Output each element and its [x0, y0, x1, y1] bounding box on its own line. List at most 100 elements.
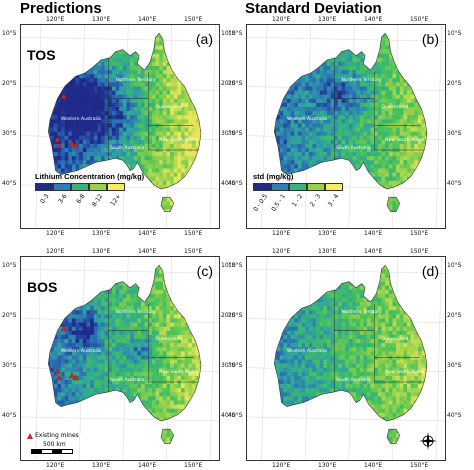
coastline — [47, 32, 202, 212]
graticule-line — [209, 25, 216, 228]
standard-deviation-title: Standard Deviation — [245, 0, 382, 17]
graticule-line — [21, 416, 219, 422]
longitude-tick: 150°E — [410, 16, 429, 23]
latitude-tick: 30°S — [2, 362, 17, 369]
longitude-tick: 120°E — [46, 16, 65, 23]
legend-swatch — [35, 183, 53, 191]
state-label-wa: Western Australia — [61, 349, 101, 355]
graticule-line — [209, 257, 216, 460]
legend-swatch — [89, 183, 107, 191]
latitude-tick: 30°S — [228, 362, 243, 369]
graticule-line — [21, 269, 219, 274]
mine-marker — [68, 372, 75, 379]
latitude-tick: 30°S — [221, 362, 236, 369]
compass-icon — [419, 432, 437, 450]
longitude-tick: 120°E — [46, 462, 65, 469]
state-label-sa: South Australia — [336, 145, 371, 151]
latitude-tick: 30°S — [447, 130, 462, 137]
mine-legend-label: Existing mines — [35, 432, 79, 439]
scale-bar-label: 500 km — [43, 441, 66, 448]
latitude-tick: 10°S — [447, 30, 462, 37]
latitude-tick: 10°S — [228, 262, 243, 269]
longitude-tick: 140°E — [138, 16, 157, 23]
graticule-line — [247, 416, 445, 422]
legend-swatch — [253, 183, 271, 191]
state-label-wa: Western Australia — [61, 117, 101, 123]
map-panel-a: Northern Territory Western Australia South… — [20, 24, 220, 229]
map-panel-c: Northern Territory Western Australia South… — [20, 256, 220, 461]
longitude-tick: 150°E — [184, 16, 203, 23]
graticule-line — [21, 37, 219, 42]
legend-swatch — [325, 183, 343, 191]
state-label-sa: South Australia — [336, 377, 371, 383]
latitude-tick: 10°S — [2, 30, 17, 37]
longitude-tick: 140°E — [364, 16, 383, 23]
latitude-tick: 20°S — [2, 80, 17, 87]
mine-marker — [54, 368, 61, 375]
state-label-nt: Northern Territory — [341, 78, 382, 84]
longitude-tick: 150°E — [410, 248, 429, 255]
longitude-tick: 140°E — [364, 248, 383, 255]
state-label-nsw: New South Wales — [385, 137, 425, 143]
longitude-tick: 130°E — [92, 248, 111, 255]
state-label-qld: Queensland — [381, 336, 409, 342]
graticule-line — [261, 257, 268, 460]
legend-swatch — [53, 183, 71, 191]
longitude-tick: 150°E — [184, 230, 203, 237]
latitude-tick: 40°S — [2, 412, 17, 419]
longitude-tick: 140°E — [364, 462, 383, 469]
panel-letter-c: (c) — [196, 263, 213, 279]
mine-marker — [54, 136, 61, 143]
latitude-tick: 30°S — [2, 130, 17, 137]
australia-map-c — [21, 257, 219, 460]
state-label-sa: South Australia — [110, 377, 145, 383]
legend-swatch — [107, 183, 125, 191]
legend-swatch — [307, 183, 325, 191]
longitude-tick: 130°E — [92, 230, 111, 237]
latitude-tick: 30°S — [447, 362, 462, 369]
mine-marker — [72, 374, 79, 381]
graticule-line — [35, 257, 42, 460]
state-label-qld: Queensland — [155, 336, 183, 342]
mine-marker — [68, 140, 75, 147]
longitude-tick: 140°E — [364, 230, 383, 237]
latitude-tick: 10°S — [221, 30, 236, 37]
longitude-tick: 120°E — [272, 248, 291, 255]
panel-letter-a: (a) — [195, 31, 213, 47]
state-label-nt: Northern Territory — [115, 78, 156, 84]
coastline — [273, 32, 428, 212]
longitude-tick: 130°E — [318, 230, 337, 237]
longitude-tick: 150°E — [184, 248, 203, 255]
longitude-tick: 120°E — [272, 16, 291, 23]
mine-marker — [56, 374, 63, 381]
latitude-tick: 10°S — [228, 30, 243, 37]
mine-marker — [60, 93, 67, 99]
longitude-tick: 130°E — [318, 16, 337, 23]
state-label-sa: South Australia — [110, 145, 145, 151]
mine-legend-icon — [27, 433, 33, 439]
state-label-qld: Queensland — [155, 104, 183, 110]
state-label-nsw: New South Wales — [385, 369, 425, 375]
coastline — [273, 264, 428, 444]
latitude-tick: 10°S — [2, 262, 17, 269]
latitude-tick: 40°S — [228, 412, 243, 419]
top-row-label: TOS — [27, 47, 56, 63]
latitude-tick: 40°S — [447, 180, 462, 187]
latitude-tick: 20°S — [228, 80, 243, 87]
latitude-tick: 10°S — [447, 262, 462, 269]
state-label-nt: Northern Territory — [341, 310, 382, 316]
map-panel-d: Northern Territory Western Australia South… — [246, 256, 446, 461]
longitude-tick: 130°E — [92, 16, 111, 23]
australia-map-a — [21, 25, 219, 228]
state-label-wa: Western Australia — [287, 349, 327, 355]
graticule-line — [247, 269, 445, 274]
graticule-line — [261, 25, 268, 228]
latitude-tick: 30°S — [228, 130, 243, 137]
panel-letter-b: (b) — [421, 31, 439, 47]
predictions-title: Predictions — [20, 0, 102, 17]
longitude-tick: 150°E — [410, 230, 429, 237]
map-panel-b: Northern Territory Western Australia South… — [246, 24, 446, 229]
mine-marker — [60, 325, 67, 331]
graticule-line — [435, 25, 442, 228]
scale-bar — [31, 449, 73, 454]
